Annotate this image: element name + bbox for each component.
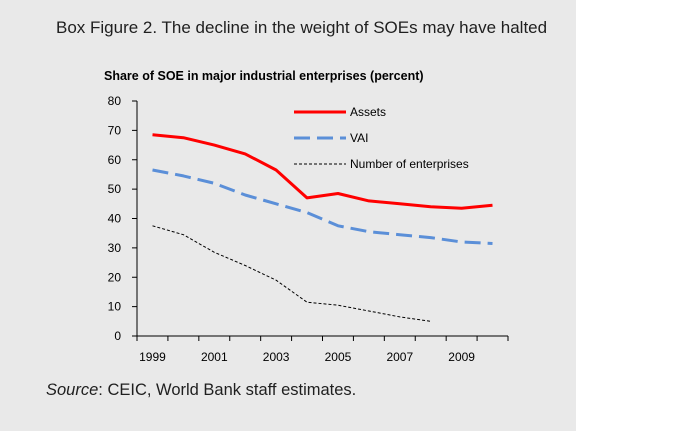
y-tick-label: 30 — [108, 241, 122, 255]
y-tick-label: 70 — [108, 123, 122, 137]
y-tick-label: 20 — [108, 270, 122, 284]
y-tick-label: 80 — [108, 94, 122, 108]
source-text: : CEIC, World Bank staff estimates. — [98, 381, 357, 399]
figure-title: Box Figure 2. The decline in the weight … — [56, 18, 548, 37]
legend-label: Number of enterprises — [350, 157, 469, 171]
chart-legend: Assets VAI Number of enterprises — [294, 105, 469, 171]
y-tick-label: 40 — [108, 212, 122, 226]
y-tick-label: 10 — [108, 300, 122, 314]
chart-series — [152, 133, 493, 322]
series-line-vai — [152, 168, 493, 245]
x-tick-label: 2005 — [325, 350, 352, 364]
figure-source: Source: CEIC, World Bank staff estimates… — [46, 381, 356, 400]
y-tick-label: 0 — [114, 329, 121, 343]
source-prefix: Source — [46, 381, 99, 399]
figure-panel: Box Figure 2. The decline in the weight … — [0, 0, 576, 431]
x-tick-label: 2009 — [448, 350, 475, 364]
chart-axes: 0 10 20 30 40 50 60 70 80 1999 2001 2003 2005 2007 200… — [108, 94, 509, 364]
series-line-assets — [152, 133, 493, 210]
y-tick-label: 50 — [108, 182, 122, 196]
x-tick-label: 1999 — [139, 350, 166, 364]
x-tick-label: 2001 — [201, 350, 228, 364]
line-chart: 0 10 20 30 40 50 60 70 80 1999 2001 2003 2005 2007 200… — [108, 94, 509, 364]
legend-label: Assets — [350, 105, 386, 119]
legend-label: VAI — [350, 131, 368, 145]
y-tick-label: 60 — [108, 153, 122, 167]
x-tick-label: 2007 — [386, 350, 413, 364]
series-line-number-of-enterprises — [152, 225, 431, 322]
chart-title: Share of SOE in major industrial enterpr… — [104, 69, 424, 83]
x-tick-label: 2003 — [263, 350, 290, 364]
